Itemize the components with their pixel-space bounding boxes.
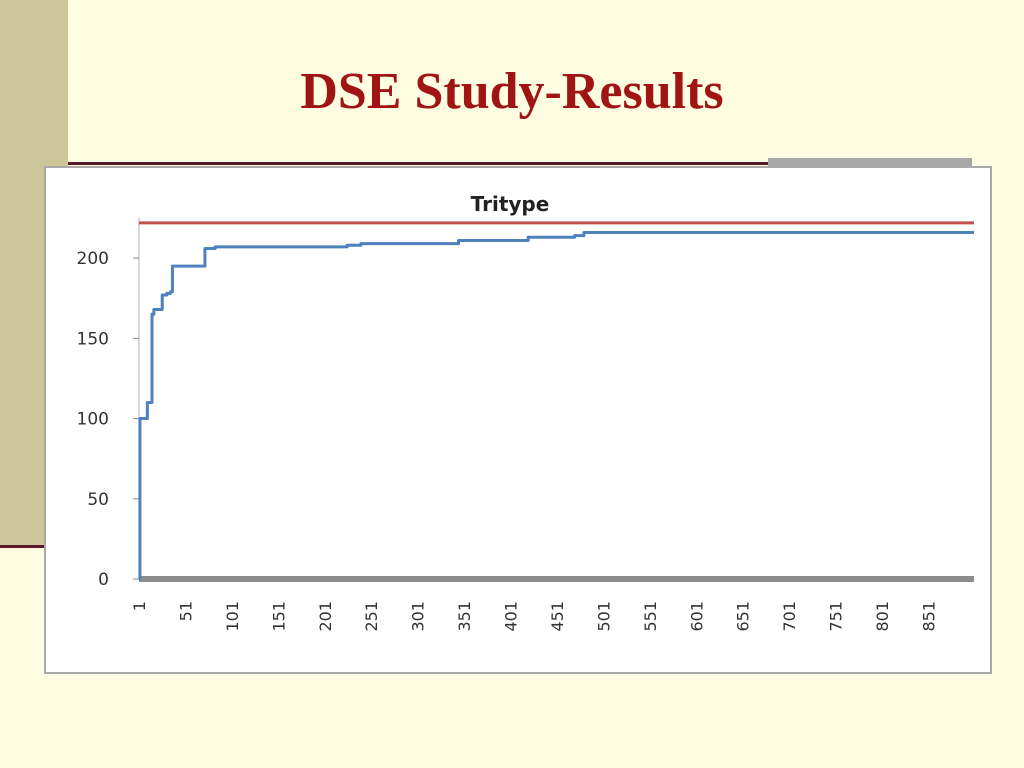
x-tick-label: 51 xyxy=(176,601,195,621)
x-tick-label: 701 xyxy=(780,601,799,632)
slide-title: DSE Study-Results xyxy=(300,63,724,120)
y-tick-label: 50 xyxy=(87,490,109,510)
x-tick-label: 851 xyxy=(919,601,938,632)
x-tick-label: 451 xyxy=(548,601,567,632)
x-tick-label: 1 xyxy=(130,601,149,611)
y-tick-label: 100 xyxy=(77,410,109,430)
y-tick-label: 150 xyxy=(77,329,109,349)
x-tick-label: 101 xyxy=(223,601,242,632)
x-tick-label: 801 xyxy=(873,601,892,632)
y-tick-label: 200 xyxy=(77,249,109,269)
left-divider-rule xyxy=(0,545,46,548)
x-tick-label: 501 xyxy=(594,601,613,632)
x-tick-label: 551 xyxy=(641,601,660,632)
series-line xyxy=(138,230,974,581)
x-tick-label: 301 xyxy=(409,601,428,632)
x-tick-label: 401 xyxy=(502,601,521,632)
x-tick-label: 201 xyxy=(316,601,335,632)
x-axis: 1 51 101 151 201 251 301 351 401 451 501 551 601 651 7… xyxy=(130,576,974,632)
top-divider-rule xyxy=(68,162,972,165)
y-axis: 0 50 100 150 200 xyxy=(77,218,140,590)
x-tick-label: 601 xyxy=(687,601,706,632)
x-tick-label: 351 xyxy=(455,601,474,632)
x-tick-label: 751 xyxy=(827,601,846,632)
x-tick-label: 651 xyxy=(734,601,753,632)
chart-frame: Tritype 0 50 100 150 200 1 51 101 151 201 251 301 3… xyxy=(44,166,992,674)
x-tick-label: 251 xyxy=(362,601,381,632)
top-divider-accent xyxy=(768,158,972,166)
series-layer xyxy=(138,221,974,581)
chart-title: Tritype xyxy=(471,192,550,216)
y-tick-label: 0 xyxy=(98,570,109,590)
x-tick-label: 151 xyxy=(269,601,288,632)
